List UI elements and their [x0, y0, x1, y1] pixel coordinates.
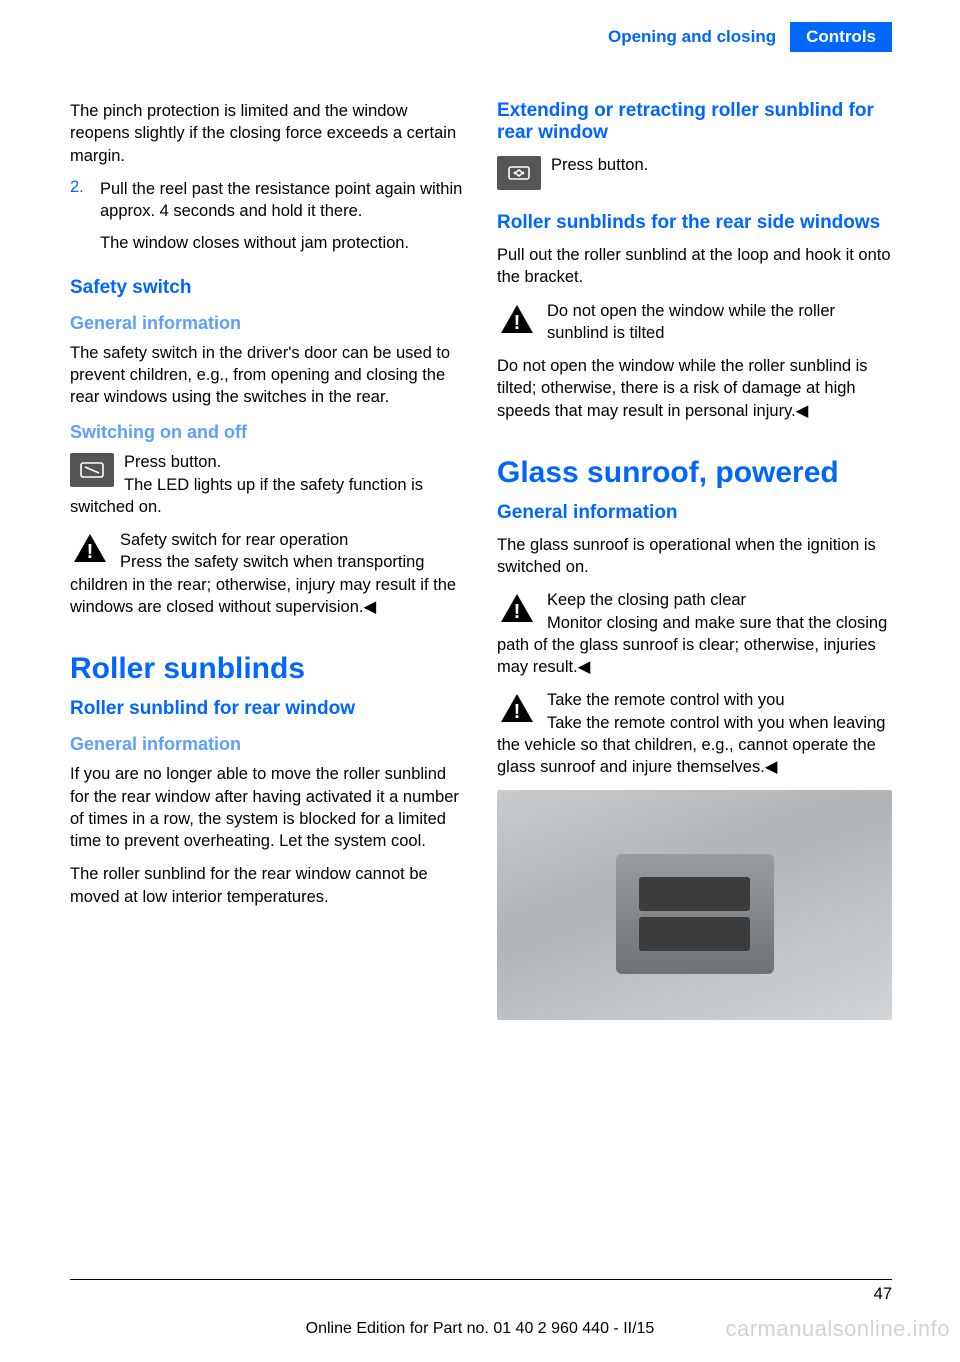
press-button-block: Press button. The LED lights up if the s… [70, 451, 465, 518]
safety-switch-warning: ! Safety switch for rear operation Press… [70, 529, 465, 618]
watermark: carmanualsonline.info [725, 1316, 950, 1342]
pinch-protection-paragraph: The pinch protection is limited and the … [70, 100, 465, 167]
svg-text:!: ! [514, 601, 521, 623]
warning-text: Safety switch for rear operation Press t… [70, 529, 465, 618]
safety-switch-button-icon [70, 453, 114, 487]
safety-general-paragraph: The safety switch in the driver's door c… [70, 342, 465, 409]
photo-button-row [639, 917, 750, 951]
roller-sunblinds-heading: Roller sunblinds [70, 652, 465, 686]
extend-retract-heading: Extending or retracting roller sunblind … [497, 100, 892, 144]
svg-text:!: ! [514, 312, 521, 334]
warning-body: Press the safety switch when transport­i… [70, 553, 456, 616]
header-section-tab: Controls [790, 22, 892, 52]
roller-paragraph-1: If you are no longer able to move the ro… [70, 763, 465, 852]
roller-rear-heading: Roller sunblind for rear window [70, 698, 465, 720]
step-2-line-a: Pull the reel past the resistance point … [100, 178, 465, 223]
sunroof-control-photo [497, 790, 892, 1020]
step-2-line-b: The window closes without jam protection… [100, 232, 465, 254]
general-information-heading: General information [70, 313, 465, 334]
header-chapter: Opening and closing [608, 22, 790, 52]
page-number: 47 [874, 1285, 892, 1304]
step-body: Pull the reel past the resistance point … [100, 178, 465, 255]
footer-rule [70, 1279, 892, 1280]
remote-control-warning: ! Take the remote control with you Take … [497, 689, 892, 778]
extend-press-button-block: Press button. [497, 154, 892, 190]
svg-text:!: ! [87, 541, 94, 563]
step-number: 2. [70, 178, 88, 255]
glass-general-paragraph: The glass sunroof is operational when th… [497, 534, 892, 579]
press-button-text: Press button. The LED lights up if the s… [70, 451, 465, 518]
glass-general-heading: General information [497, 502, 892, 524]
warning-icon: ! [70, 530, 110, 566]
switching-heading: Switching on and off [70, 422, 465, 443]
roller-general-heading: General information [70, 734, 465, 755]
closing-path-body: Monitor closing and make sure that the c… [497, 614, 887, 677]
tilted-warning-body: Do not open the window while the roller … [497, 355, 892, 422]
closing-path-title: Keep the closing path clear [547, 591, 746, 609]
left-column: The pinch protection is limited and the … [70, 100, 465, 1020]
warning-icon: ! [497, 590, 537, 626]
roller-paragraph-2: The roller sunblind for the rear window … [70, 863, 465, 908]
press-button-label: Press button. [124, 453, 221, 471]
closing-path-warning: ! Keep the closing path clear Monitor cl… [497, 589, 892, 678]
sunblind-button-icon [497, 156, 541, 190]
photo-buttons-overlay [639, 877, 750, 951]
step-2: 2. Pull the reel past the resistance poi… [70, 178, 465, 255]
warning-icon: ! [497, 690, 537, 726]
closing-path-text: Keep the closing path clear Monitor clos… [497, 589, 892, 678]
remote-control-title: Take the remote control with you [547, 691, 785, 709]
led-text: The LED lights up if the safety func­tio… [70, 476, 423, 516]
tilted-warning-title: Do not open the window while the roller … [497, 300, 892, 345]
warning-icon: ! [497, 301, 537, 337]
right-column: Extending or retracting roller sunblind … [497, 100, 892, 1020]
side-windows-heading: Roller sunblinds for the rear side windo… [497, 212, 892, 234]
photo-button-row [639, 877, 750, 911]
remote-control-body: Take the remote control with you when le… [497, 714, 885, 777]
extend-press-button-text: Press button. [497, 154, 892, 176]
tilted-warning: ! Do not open the window while the rolle… [497, 300, 892, 345]
warning-title: Safety switch for rear operation [120, 531, 348, 549]
page-content: The pinch protection is limited and the … [70, 100, 892, 1020]
page-header: Opening and closing Controls [608, 22, 892, 52]
svg-text:!: ! [514, 701, 521, 723]
side-windows-paragraph: Pull out the roller sunblind at the loop… [497, 244, 892, 289]
remote-control-text: Take the remote control with you Take th… [497, 689, 892, 778]
safety-switch-heading: Safety switch [70, 277, 465, 299]
glass-sunroof-heading: Glass sunroof, powered [497, 456, 892, 490]
